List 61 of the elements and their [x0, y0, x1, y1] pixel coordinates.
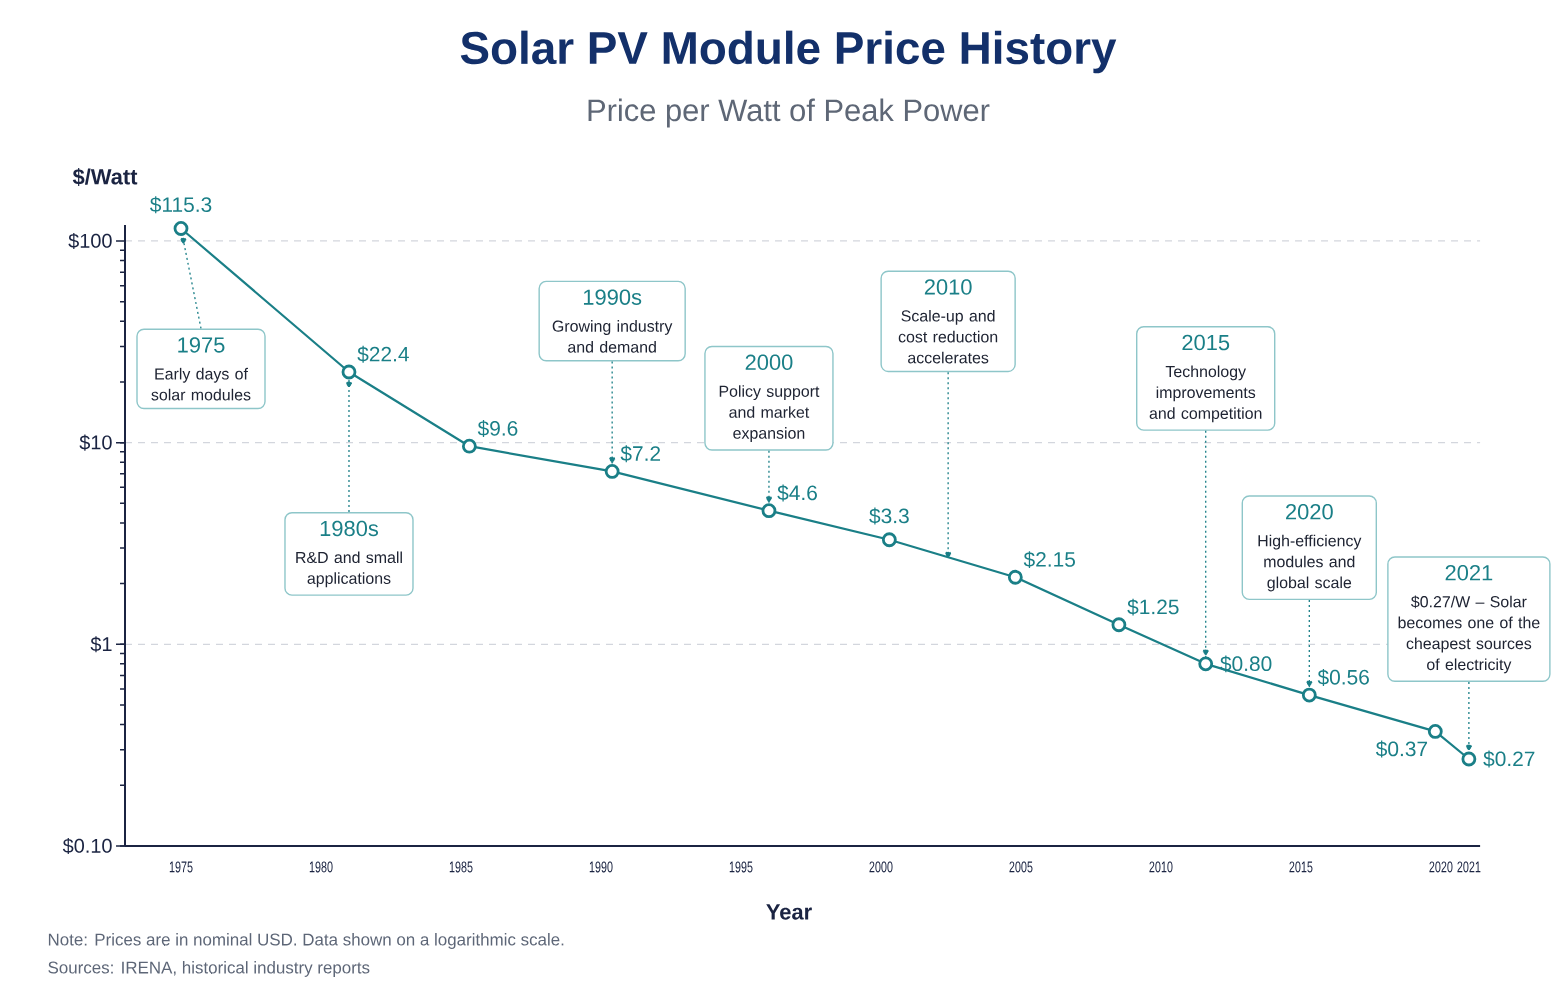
annotation: Growing industry and demand	[552, 320, 673, 353]
x-tick-label: 2000	[869, 861, 893, 873]
data-label: $115.3	[150, 196, 212, 214]
chart-title: Solar PV Module Price History	[460, 30, 1117, 74]
source-note: Sources: IRENA, historical industry reports	[48, 961, 370, 977]
data-label: $0.80	[1220, 655, 1272, 673]
point	[881, 532, 897, 548]
point	[1427, 724, 1443, 739]
annotation: High-efficiency modules and global scale	[1258, 534, 1362, 592]
x-tick-label: 2005	[1009, 861, 1033, 873]
x-tick-label: 2015	[1289, 861, 1313, 873]
data-label: $0.37	[1375, 740, 1428, 758]
point	[461, 438, 477, 454]
data-label: $7.2	[620, 445, 661, 463]
data-label: $2.15	[1023, 551, 1075, 569]
data-label: $9.6	[477, 420, 518, 438]
point	[1461, 751, 1477, 767]
x-tick-label: 1975	[169, 861, 193, 873]
y-tick-label: $10	[79, 434, 112, 451]
annotation: R&D and small applications	[296, 551, 402, 588]
point	[1198, 656, 1214, 672]
point	[1301, 687, 1317, 703]
point	[173, 221, 189, 236]
data-label: $4.6	[777, 484, 817, 502]
data-label: $0.56	[1317, 668, 1369, 686]
annotation: 2000	[745, 354, 793, 371]
annotation: Scale-up and cost reduction accelerates	[898, 309, 998, 364]
y-tick-label: $1	[90, 636, 112, 653]
y-tick-label: $0.10	[62, 837, 112, 855]
annotation: 2020	[1286, 504, 1333, 520]
annotation: Early days of solar modules	[151, 367, 251, 401]
annotation: 1975	[178, 337, 225, 353]
annotation: 1980s	[320, 520, 379, 537]
data-label: $3.3	[869, 507, 909, 525]
annotation: Technology improvements and competition	[1149, 365, 1262, 423]
annotation: 1990s	[583, 289, 642, 305]
text: Note: Prices are in nominal USD. Data shown on a logarithmic scale.	[48, 933, 564, 949]
x-tick-label: 1980	[309, 861, 333, 873]
point	[761, 503, 777, 519]
y-axis-title: $/Watt	[72, 168, 138, 186]
annotation: 2021	[1445, 564, 1493, 581]
x-tick-label: 2021	[1457, 861, 1481, 873]
x-tick-label: 2020	[1429, 861, 1453, 873]
data-label: $0.27	[1483, 750, 1535, 768]
x-axis-title: Year	[766, 904, 812, 920]
x-tick-label: 1985	[449, 861, 473, 873]
point	[1007, 569, 1023, 585]
data-label: $1.25	[1127, 598, 1179, 616]
point	[341, 364, 357, 380]
x-tick-label: 2010	[1149, 861, 1173, 873]
annotation: 2015	[1182, 334, 1230, 351]
annotation: 2010	[924, 279, 972, 295]
data-label: $22.4	[357, 345, 409, 363]
annotation: Policy support and market expansion	[719, 385, 820, 442]
point	[1111, 617, 1127, 633]
chart-subtitle: Price per Watt of Peak Power	[588, 98, 990, 128]
x-tick-label: 1990	[589, 861, 613, 873]
point	[604, 464, 620, 479]
annotation: $0.27/W – Solar becomes one of the cheapest sources of electricity	[1398, 595, 1540, 674]
x-tick-label: 1995	[729, 861, 753, 873]
y-tick-label: $100	[68, 232, 112, 250]
